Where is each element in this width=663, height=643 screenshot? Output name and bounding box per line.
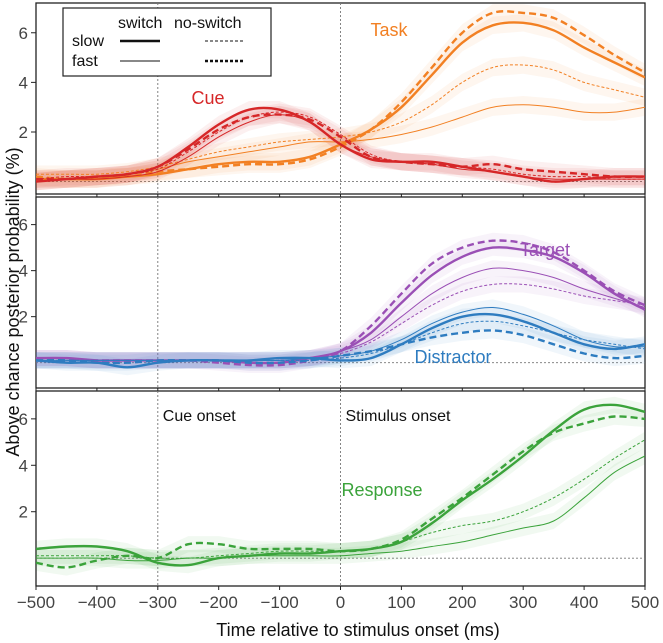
x-tick-label: −300 — [139, 593, 177, 612]
x-tick-labels: −500 −400 −300 −200 −100 0 100 200 300 400 500 — [17, 593, 659, 612]
y-tick-label: 2 — [19, 503, 28, 522]
label-cue: Cue — [191, 88, 224, 108]
label-task: Task — [370, 20, 408, 40]
y-axis-title: Above chance posterior probability (%) — [3, 147, 23, 456]
legend-frame — [62, 7, 272, 77]
y-tick-label: 4 — [19, 73, 28, 92]
series-band — [36, 14, 645, 188]
label-distractor: Distractor — [414, 347, 491, 367]
x-tick-label: −100 — [260, 593, 298, 612]
x-tick-label: 300 — [509, 593, 537, 612]
series-line-distractor-no-switch-fast — [36, 320, 645, 362]
x-tick-label: −200 — [200, 593, 238, 612]
panel-plot-area — [36, 391, 645, 586]
series-band — [36, 447, 645, 569]
legend-row-slow: slow — [72, 33, 104, 50]
y-tick-label: 2 — [19, 308, 28, 327]
y-tick-label: 6 — [19, 216, 28, 235]
series-band — [36, 431, 645, 567]
series-band — [36, 313, 645, 369]
series-line-response-switch-fast — [36, 455, 645, 562]
x-tick-label: 500 — [631, 593, 659, 612]
series-band — [36, 239, 645, 371]
series-band — [36, 260, 645, 369]
panel-middle: 2 4 6 Target Distractor — [19, 196, 646, 392]
x-tick-label: 200 — [448, 593, 476, 612]
panel-top: 2 4 6 Cue Task — [19, 2, 646, 198]
series-band — [36, 103, 645, 188]
series-line-cue-switch-fast — [36, 114, 645, 183]
series-band — [36, 105, 645, 191]
label-response: Response — [341, 480, 422, 500]
panel-plot-area — [36, 3, 645, 194]
series-band — [36, 105, 645, 188]
legend-header-no-switch: no-switch — [174, 15, 242, 32]
series-band — [36, 408, 645, 576]
x-tick-label: 100 — [387, 593, 415, 612]
series-line-distractor-no-switch-slow — [36, 329, 645, 365]
panel-plot-area — [36, 197, 645, 388]
annotation-stimulus-onset: Stimulus onset — [346, 408, 451, 425]
series-band — [36, 396, 645, 574]
legend-header-switch: switch — [118, 15, 162, 32]
x-axis-title: Time relative to stimulus onset (ms) — [216, 620, 499, 640]
series-line-response-no-switch-fast — [36, 439, 645, 559]
legend-row-fast: fast — [72, 53, 98, 70]
y-tick-label: 4 — [19, 456, 28, 475]
x-tick-label: 400 — [570, 593, 598, 612]
series-band — [36, 232, 645, 373]
series-band — [36, 306, 645, 376]
panels: 2 4 6 Cue Task 2 4 6 Target Distractor 2 4 6 Response… — [19, 2, 646, 590]
panel-bottom: 2 4 6 Response Cue onset Stimulus onset — [19, 390, 646, 590]
series-band — [36, 4, 645, 188]
series-line-cue-no-switch-slow — [36, 113, 645, 181]
series-line-cue-no-switch-fast — [36, 111, 645, 180]
y-tick-label: 4 — [19, 262, 28, 281]
legend: switch no-switch slow fast — [62, 7, 272, 77]
annotation-cue-onset: Cue onset — [163, 408, 236, 425]
y-tick-label: 2 — [19, 123, 28, 142]
x-tick-label: −500 — [17, 593, 55, 612]
x-tick-label: −400 — [78, 593, 116, 612]
series-line-distractor-switch-slow — [36, 312, 645, 369]
series-band — [36, 56, 645, 183]
series-band — [36, 322, 645, 371]
y-tick-label: 6 — [19, 410, 28, 429]
x-tick-label: 0 — [336, 593, 345, 612]
y-tick-label: 6 — [19, 24, 28, 43]
label-target: Target — [520, 240, 570, 260]
